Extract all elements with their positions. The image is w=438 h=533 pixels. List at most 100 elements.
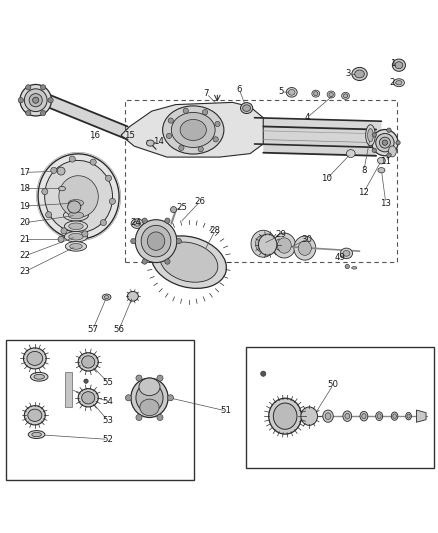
Bar [245, 348, 433, 468]
Ellipse shape [339, 248, 352, 259]
Circle shape [18, 98, 23, 103]
Text: 52: 52 [102, 435, 113, 444]
Ellipse shape [64, 197, 88, 209]
Ellipse shape [378, 137, 389, 148]
Circle shape [69, 156, 75, 162]
Ellipse shape [390, 412, 397, 421]
Ellipse shape [141, 225, 170, 257]
Ellipse shape [64, 209, 88, 221]
Ellipse shape [311, 90, 319, 97]
Ellipse shape [69, 233, 83, 240]
Ellipse shape [147, 232, 164, 251]
Circle shape [212, 137, 218, 142]
Text: 55: 55 [102, 378, 113, 387]
Text: 12: 12 [357, 188, 368, 197]
Ellipse shape [371, 130, 397, 156]
Circle shape [386, 153, 390, 157]
Ellipse shape [392, 59, 405, 71]
Circle shape [42, 189, 48, 195]
Ellipse shape [365, 125, 374, 146]
Ellipse shape [127, 292, 138, 301]
Circle shape [371, 148, 376, 152]
Text: 6: 6 [236, 85, 241, 94]
Ellipse shape [392, 414, 396, 418]
Circle shape [202, 110, 207, 115]
Text: 4: 4 [304, 113, 309, 122]
Ellipse shape [240, 103, 252, 114]
Ellipse shape [255, 235, 271, 253]
Ellipse shape [65, 241, 86, 251]
Circle shape [142, 218, 147, 223]
Ellipse shape [20, 84, 51, 116]
Ellipse shape [27, 351, 42, 366]
Ellipse shape [146, 140, 154, 146]
Text: 10: 10 [321, 174, 332, 183]
Text: 53: 53 [102, 416, 113, 425]
Ellipse shape [32, 97, 39, 103]
Ellipse shape [104, 296, 109, 298]
Text: 51: 51 [220, 406, 231, 415]
Text: 49: 49 [334, 253, 345, 262]
Circle shape [198, 147, 203, 152]
Ellipse shape [300, 407, 317, 425]
Ellipse shape [326, 91, 334, 98]
Text: 19: 19 [19, 201, 30, 211]
Text: 24: 24 [131, 218, 141, 227]
Text: 13: 13 [379, 199, 390, 207]
Text: 30: 30 [301, 235, 312, 244]
Ellipse shape [277, 238, 290, 253]
Ellipse shape [392, 79, 403, 87]
Ellipse shape [367, 128, 372, 142]
Ellipse shape [361, 414, 365, 419]
Circle shape [136, 375, 142, 381]
Circle shape [164, 259, 170, 264]
Circle shape [131, 238, 136, 244]
Circle shape [57, 167, 65, 175]
Ellipse shape [68, 199, 84, 207]
Ellipse shape [395, 80, 401, 85]
Ellipse shape [32, 432, 41, 437]
Circle shape [46, 212, 52, 218]
Circle shape [156, 415, 162, 421]
Text: 8: 8 [360, 166, 366, 175]
Bar [65, 372, 71, 407]
Circle shape [125, 395, 131, 401]
Ellipse shape [375, 133, 393, 152]
Text: 20: 20 [19, 218, 30, 227]
Circle shape [156, 375, 162, 381]
Ellipse shape [29, 94, 42, 107]
Circle shape [84, 379, 88, 383]
Ellipse shape [394, 62, 402, 69]
Text: 25: 25 [177, 203, 187, 212]
Text: 18: 18 [19, 184, 30, 193]
Ellipse shape [251, 230, 275, 257]
Ellipse shape [293, 236, 315, 260]
Ellipse shape [297, 241, 311, 255]
Ellipse shape [24, 406, 45, 425]
Text: 7: 7 [203, 89, 208, 98]
Ellipse shape [140, 399, 159, 416]
Ellipse shape [351, 266, 356, 269]
Circle shape [178, 145, 184, 150]
Circle shape [25, 85, 31, 90]
Circle shape [164, 218, 170, 223]
Text: 50: 50 [327, 380, 338, 389]
Ellipse shape [171, 112, 215, 148]
Ellipse shape [78, 389, 98, 407]
Circle shape [58, 236, 64, 243]
Ellipse shape [58, 187, 65, 191]
Circle shape [48, 98, 53, 103]
Bar [125, 100, 396, 262]
Text: 22: 22 [19, 252, 30, 261]
Ellipse shape [67, 201, 81, 213]
Circle shape [40, 110, 46, 116]
Text: 57: 57 [87, 326, 98, 334]
Ellipse shape [376, 414, 380, 418]
Text: 2: 2 [389, 78, 394, 87]
Ellipse shape [34, 374, 44, 379]
Ellipse shape [23, 348, 46, 369]
Ellipse shape [70, 244, 82, 249]
Ellipse shape [381, 140, 387, 146]
Ellipse shape [78, 353, 98, 371]
Ellipse shape [405, 413, 410, 420]
